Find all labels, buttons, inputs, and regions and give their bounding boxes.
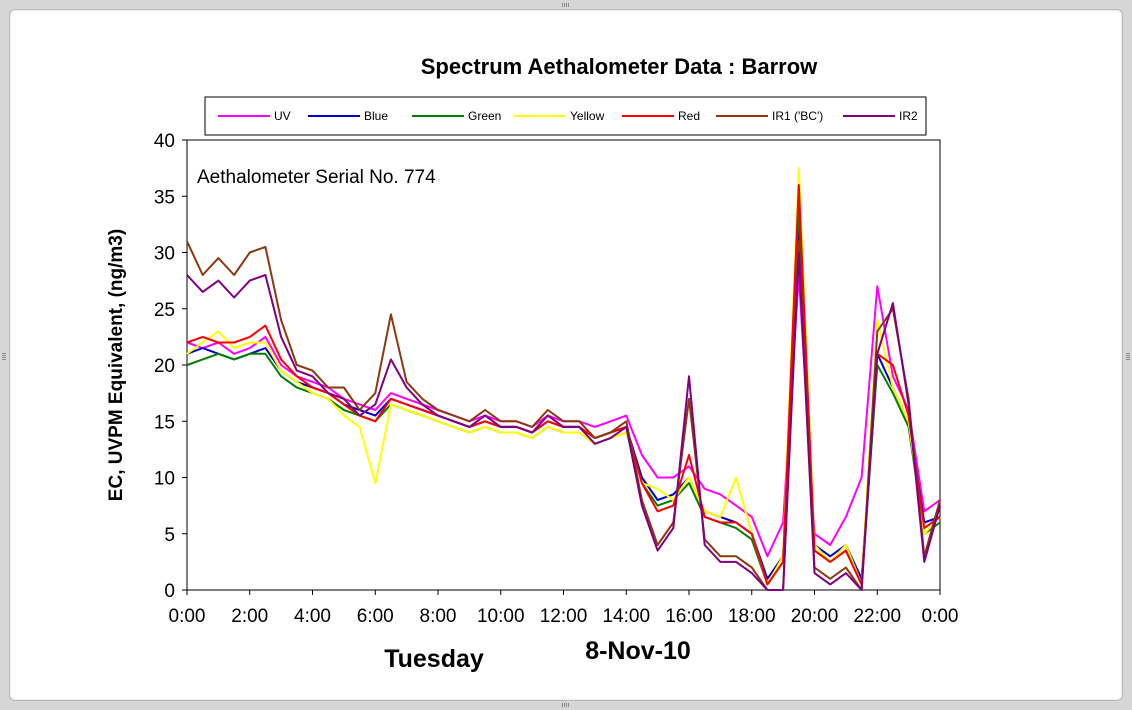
legend-label: IR2	[899, 109, 918, 123]
x-axis-day-label: Tuesday	[384, 645, 484, 673]
y-tick-label: 35	[154, 187, 175, 208]
x-tick-label: 6:00	[357, 606, 394, 627]
legend-label: UV	[274, 109, 291, 123]
y-tick-label: 25	[154, 300, 175, 321]
y-tick-label: 5	[164, 525, 175, 546]
y-axis-label: EC, UVPM Equivalent, (ng/m3)	[106, 229, 127, 501]
x-axis-date-label: 8-Nov-10	[585, 637, 691, 665]
x-tick-label: 0:00	[922, 606, 959, 627]
x-tick-label: 4:00	[294, 606, 331, 627]
y-tick-label: 15	[154, 412, 175, 433]
x-tick-label: 10:00	[477, 606, 525, 627]
series-line-6	[186, 251, 941, 591]
resize-handle-left-icon[interactable]	[2, 352, 6, 360]
series-lines	[186, 167, 941, 591]
chart-title: Spectrum Aethalometer Data : Barrow	[421, 54, 818, 79]
legend-label: Blue	[364, 109, 388, 123]
x-tick-label: 22:00	[853, 606, 901, 627]
legend: UV Blue Green Yellow Red IR1 ('BC') IR2	[204, 96, 927, 136]
y-tick-label: 40	[154, 131, 175, 152]
x-tick-label: 12:00	[540, 606, 588, 627]
resize-handle-right-icon[interactable]	[1126, 352, 1130, 360]
y-tick-label: 0	[164, 581, 175, 602]
x-tick-label: 16:00	[665, 606, 713, 627]
annotation-serial: Aethalometer Serial No. 774	[197, 167, 436, 188]
plot-area	[186, 139, 941, 591]
x-tick-label: 18:00	[728, 606, 776, 627]
y-tick-label: 30	[154, 244, 175, 265]
resize-handle-bottom-icon[interactable]	[562, 703, 570, 707]
resize-handle-top-icon[interactable]	[562, 3, 570, 7]
legend-label: Yellow	[570, 109, 605, 123]
x-tick-label: 8:00	[420, 606, 457, 627]
y-tick-label: 10	[154, 469, 175, 490]
x-tick-label: 20:00	[791, 606, 839, 627]
x-axis: 0:00 2:00 4:00 6:00 8:00 10:00 12:00 14:00 16:00…	[169, 590, 959, 627]
legend-label: Red	[678, 109, 700, 123]
legend-label: Green	[468, 109, 501, 123]
x-tick-label: 0:00	[169, 606, 206, 627]
y-tick-label: 20	[154, 356, 175, 377]
y-axis: 0 5 10 15 20 25 30 35 40	[154, 131, 187, 602]
x-tick-label: 14:00	[602, 606, 650, 627]
x-tick-label: 2:00	[231, 606, 268, 627]
legend-label: IR1 ('BC')	[772, 109, 823, 123]
